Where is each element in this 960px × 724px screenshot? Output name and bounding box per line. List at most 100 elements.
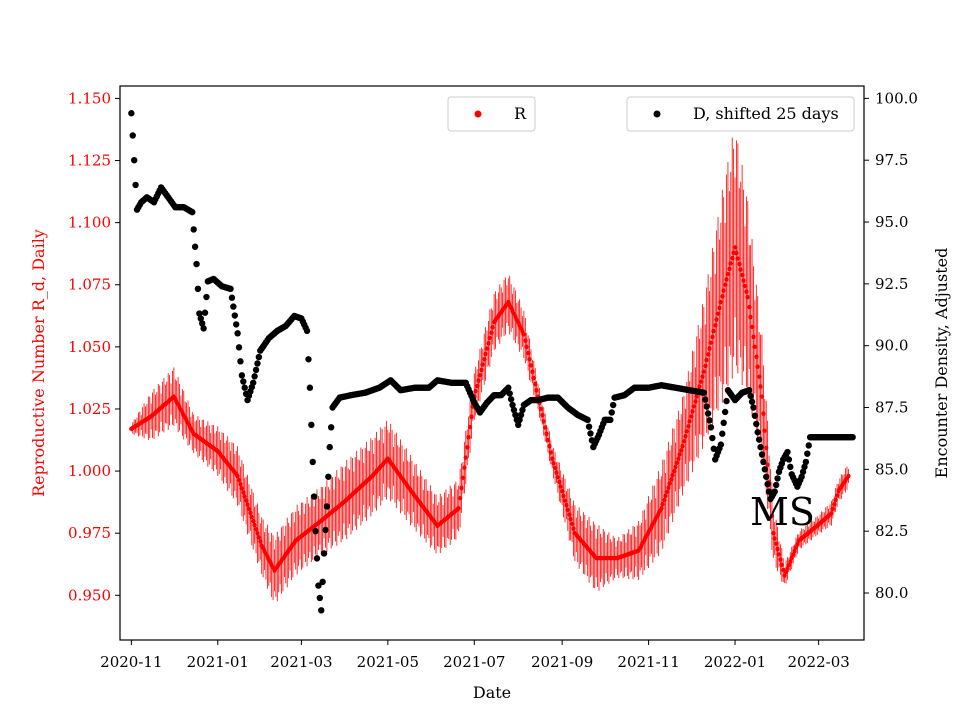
d-point — [254, 360, 261, 367]
d-point — [227, 285, 234, 293]
d-point — [231, 312, 238, 319]
d-point — [758, 451, 766, 458]
d-point — [191, 243, 199, 250]
d-point — [761, 466, 768, 473]
d-point — [233, 321, 240, 328]
d-point — [128, 110, 135, 117]
d-point — [200, 325, 207, 332]
d-point — [197, 315, 204, 322]
legend-r-frame — [447, 96, 536, 132]
d-point — [585, 423, 593, 430]
d-point — [721, 408, 729, 416]
d-point — [319, 578, 326, 586]
d-point — [746, 387, 753, 394]
d-point — [751, 412, 759, 419]
right-tick-label: 85.0 — [875, 460, 908, 478]
series-r — [129, 137, 851, 602]
d-point — [805, 442, 812, 449]
d-point — [190, 226, 197, 233]
x-tick-label: 2021-07 — [443, 653, 505, 671]
plot-frame — [119, 85, 865, 641]
d-point — [129, 132, 136, 139]
annotation-ms: MS — [750, 490, 815, 534]
d-point — [516, 416, 523, 424]
d-point — [312, 527, 319, 535]
d-point — [798, 473, 805, 480]
left-tick-label: 1.025 — [68, 400, 111, 418]
d-point — [753, 420, 760, 428]
d-point — [193, 260, 200, 268]
d-point — [320, 550, 328, 557]
d-point — [316, 594, 324, 602]
d-point — [760, 458, 767, 466]
d-point — [802, 458, 810, 466]
d-point — [510, 406, 518, 414]
d-point — [784, 448, 791, 456]
d-point — [584, 416, 591, 424]
d-point — [750, 404, 757, 411]
d-point — [607, 416, 614, 424]
left-tick-label: 1.000 — [68, 462, 111, 480]
left-axis-label: Reproductive Number R_d, Daily — [29, 229, 48, 497]
d-point — [325, 473, 332, 480]
right-tick-label: 90.0 — [875, 337, 908, 355]
d-point — [719, 430, 726, 437]
series-d — [128, 110, 856, 614]
d-point — [303, 327, 311, 335]
legend-d-marker — [653, 110, 661, 118]
r-point — [846, 473, 851, 479]
d-point — [774, 475, 781, 482]
d-point — [785, 456, 793, 463]
d-point — [322, 526, 329, 534]
d-point — [203, 293, 210, 301]
right-axis: 80.0 82.5 85.0 87.5 90.0 92.5 95.0 97.5 100.0 — [864, 89, 918, 602]
d-point — [326, 443, 333, 451]
d-point — [306, 384, 314, 391]
d-point — [130, 156, 138, 164]
d-point — [747, 392, 754, 400]
left-tick-label: 0.975 — [68, 524, 111, 542]
d-point — [787, 463, 794, 471]
x-tick-label: 2021-03 — [270, 653, 332, 671]
d-point — [764, 480, 771, 488]
d-point — [720, 419, 727, 427]
x-tick-label: 2021-11 — [617, 653, 679, 671]
d-point — [132, 181, 139, 189]
d-point — [505, 384, 512, 391]
d-point — [702, 396, 709, 403]
x-axis-label: Date — [473, 683, 511, 702]
d-point — [706, 417, 713, 424]
d-point — [709, 434, 716, 442]
d-point — [313, 555, 321, 562]
x-axis: 2020-11 2021-01 2021-03 2021-05 2021-07 2021-… — [100, 640, 850, 671]
d-point — [801, 463, 808, 471]
d-point — [252, 366, 260, 374]
d-point — [309, 458, 316, 466]
d-point — [849, 433, 856, 441]
d-point — [507, 396, 515, 403]
d-point — [250, 379, 257, 386]
d-point — [238, 372, 246, 379]
d-point — [717, 441, 725, 448]
d-point — [754, 429, 761, 436]
d-point — [609, 401, 617, 409]
x-tick-label: 2022-03 — [787, 653, 849, 671]
d-point — [519, 406, 526, 414]
d-point — [804, 450, 811, 457]
d-point — [763, 473, 770, 480]
right-tick-label: 92.5 — [875, 275, 908, 293]
d-point — [230, 303, 237, 310]
d-point — [704, 410, 712, 417]
d-point — [241, 384, 248, 391]
d-point — [517, 411, 525, 419]
d-point — [308, 421, 315, 429]
legend-d-label: D, shifted 25 days — [693, 104, 839, 123]
d-point — [228, 294, 236, 301]
d-point — [240, 378, 247, 385]
legend-r: R — [447, 96, 536, 132]
d-point — [748, 398, 756, 405]
d-point — [700, 389, 708, 396]
left-tick-label: 1.150 — [68, 89, 111, 107]
left-tick-label: 1.075 — [68, 276, 111, 294]
